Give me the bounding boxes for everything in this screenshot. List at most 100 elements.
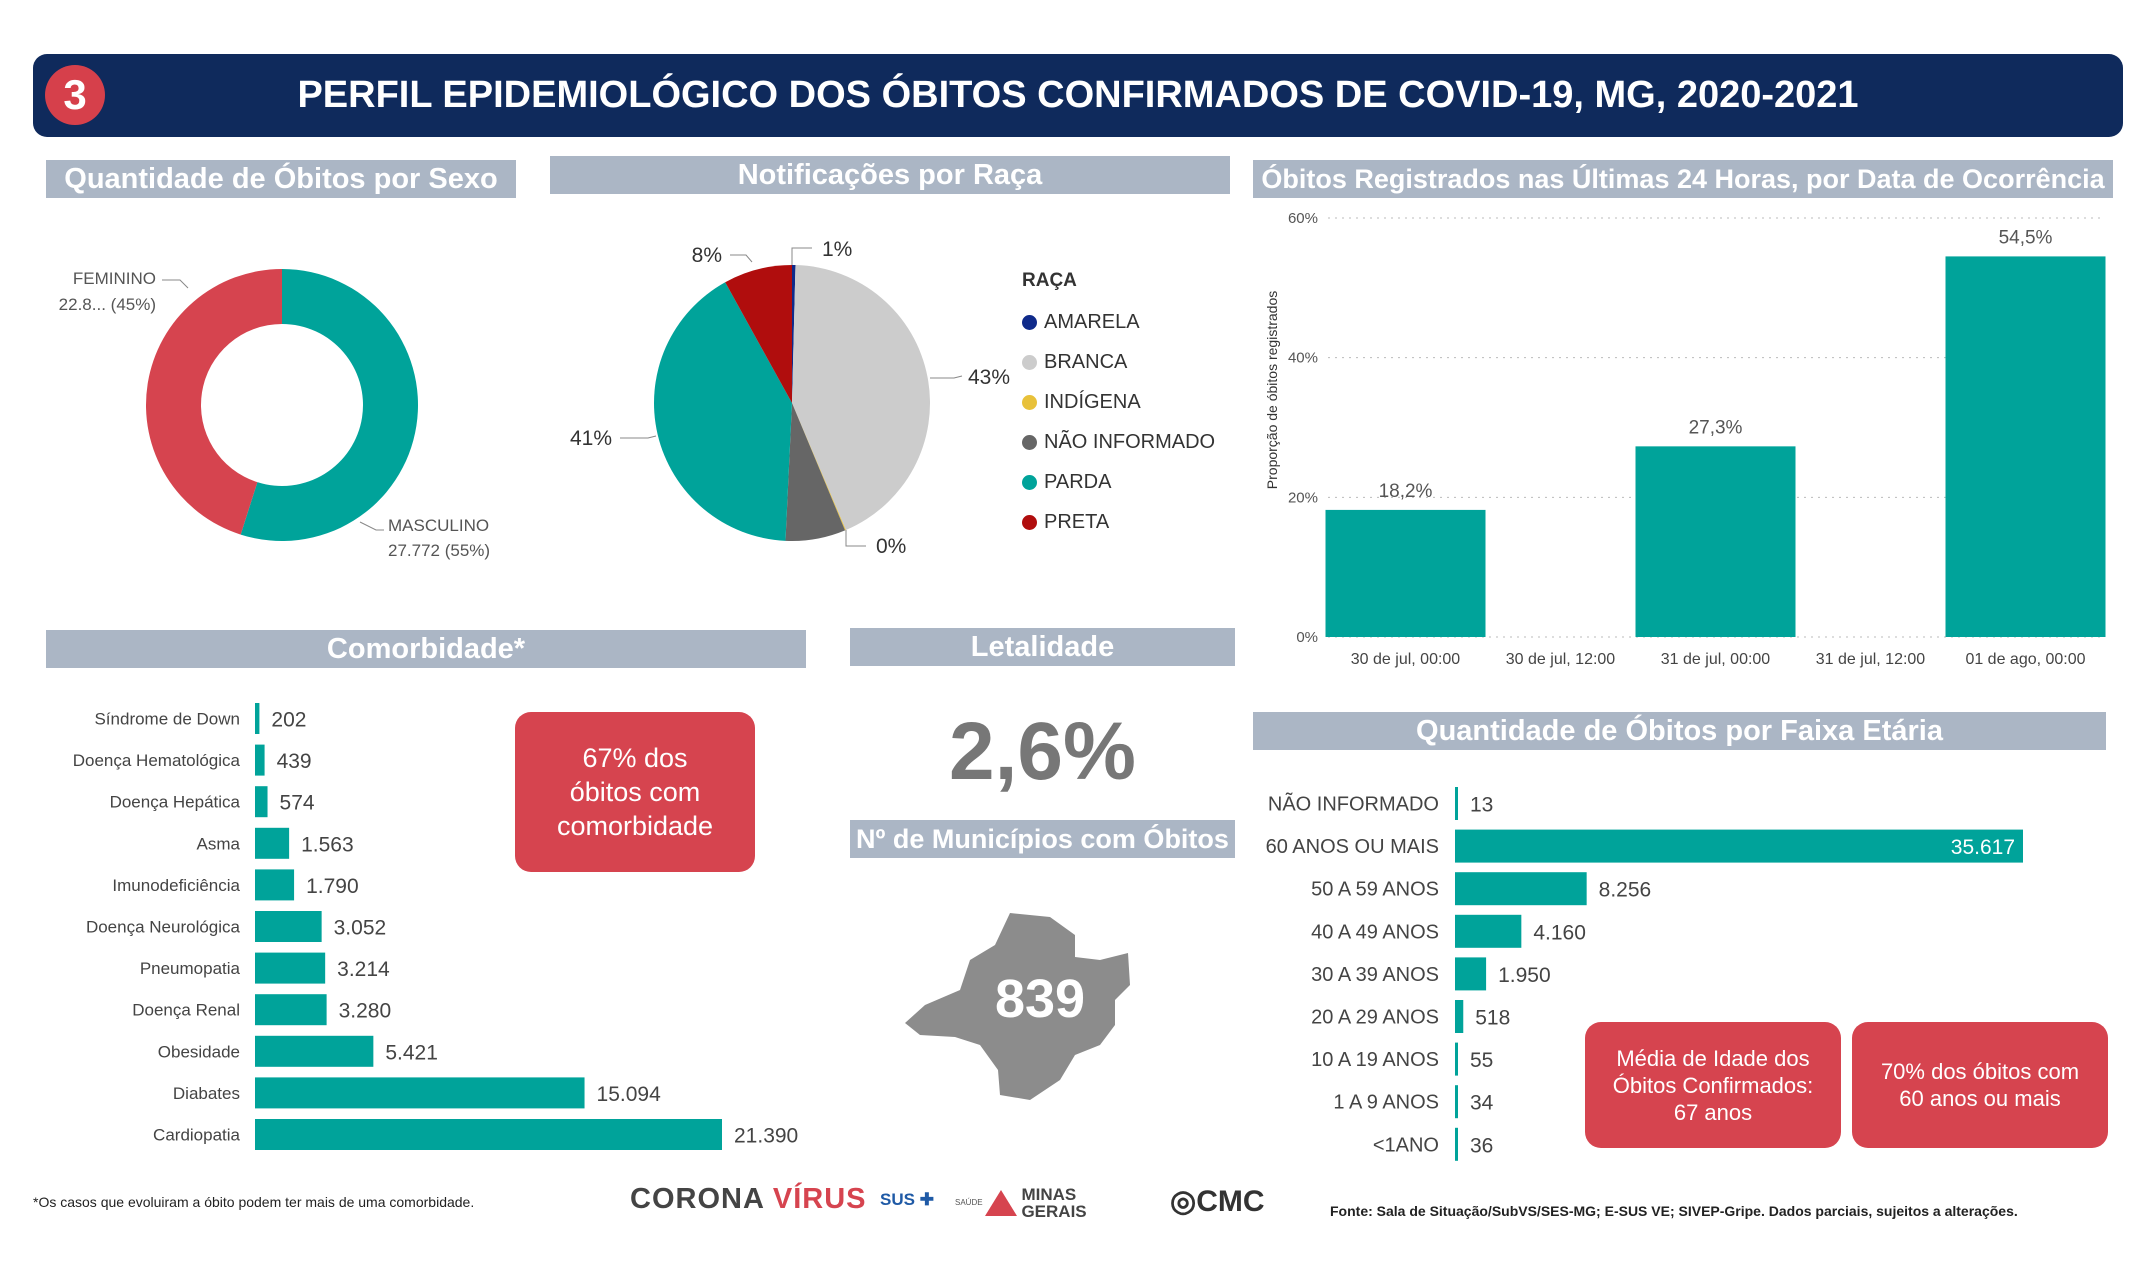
media-idade-line: Óbitos Confirmados: bbox=[1612, 1072, 1814, 1098]
comorbidade-category-label: Doença Hematológica bbox=[73, 751, 241, 770]
faixa-category-label: 10 A 19 ANOS bbox=[1311, 1049, 1439, 1071]
comorbidade-value-label: 574 bbox=[280, 792, 315, 815]
comorbidade-category-label: Doença Renal bbox=[132, 1001, 240, 1020]
faixa-category-label: 1 A 9 ANOS bbox=[1333, 1092, 1439, 1114]
logo-text: VÍRUS bbox=[772, 1183, 867, 1215]
raca-slice-3 bbox=[785, 403, 846, 541]
legend-label: PRETA bbox=[1044, 510, 1110, 533]
faixa-bar bbox=[1455, 914, 1522, 948]
coronavirus-logo: CORONA VÍRUS bbox=[630, 1183, 867, 1216]
comorbidade-value-label: 5.421 bbox=[385, 1041, 438, 1064]
legend-item-indigena: INDÍGENA bbox=[1022, 382, 1215, 422]
faixa-bar bbox=[1455, 872, 1587, 906]
comorbidade-box-line: 67% dos bbox=[582, 743, 688, 773]
raca-pie-chart: 1% 8% 43% 41% 0% bbox=[570, 238, 1010, 558]
source-text: Fonte: Sala de Situação/SubVS/SES-MG; E-… bbox=[1330, 1203, 2018, 1219]
media-idade-line: 67 anos bbox=[1673, 1099, 1753, 1125]
faixa-bar-chart: NÃO INFORMADO 13 60 ANOS OU MAIS 35.617 50 A… bbox=[1266, 787, 2023, 1161]
logo-text: CORONA bbox=[630, 1183, 764, 1215]
raca-label-indigena: 0% bbox=[876, 535, 906, 558]
sexo-value-masculino: 27.772 (55%) bbox=[388, 541, 490, 560]
raca-label-preta: 8% bbox=[692, 244, 722, 267]
title-comorbidade: Comorbidade* bbox=[46, 630, 806, 668]
raca-leader-amarela bbox=[791, 247, 812, 265]
raca-label-amarela: 1% bbox=[822, 238, 852, 261]
comorbidade-value-label: 3.052 bbox=[334, 917, 387, 940]
sessenta-anos-box: 70% dos óbitos com 60 anos ou mais bbox=[1852, 1022, 2108, 1148]
municipios-value: 839 bbox=[995, 969, 1085, 1029]
ultimas24-x-tick: 30 de jul, 12:00 bbox=[1506, 651, 1616, 668]
comorbidade-value-label: 15.094 bbox=[597, 1083, 662, 1106]
logo-text: CMC bbox=[1196, 1185, 1265, 1218]
faixa-value-label: 34 bbox=[1470, 1092, 1494, 1115]
raca-leader-preta bbox=[730, 254, 753, 263]
comorbidade-bar bbox=[255, 1077, 585, 1109]
footnote: *Os casos que evoluiram a óbito podem te… bbox=[33, 1194, 475, 1210]
sessenta-anos-line: 60 anos ou mais bbox=[1899, 1086, 2061, 1111]
comorbidade-category-label: Diabates bbox=[173, 1084, 240, 1103]
faixa-value-label: 8.256 bbox=[1599, 879, 1652, 902]
faixa-bar bbox=[1455, 1127, 1458, 1161]
ultimas24-bar bbox=[1325, 509, 1486, 637]
faixa-value-label: 36 bbox=[1470, 1134, 1493, 1157]
comorbidade-bar bbox=[255, 786, 268, 818]
minas-triangle-icon bbox=[985, 1190, 1017, 1216]
legend-label: PARDA bbox=[1044, 470, 1112, 493]
legend-item-parda: PARDA bbox=[1022, 462, 1215, 502]
ultimas24-y-tick: 40% bbox=[1288, 350, 1318, 367]
comorbidade-category-label: Síndrome de Down bbox=[94, 710, 240, 729]
comorbidade-category-label: Pneumopatia bbox=[140, 959, 241, 978]
raca-leader-parda bbox=[620, 435, 657, 439]
comorbidade-category-label: Cardiopatia bbox=[153, 1126, 240, 1145]
minas-gerais-map-icon: 839 bbox=[905, 913, 1130, 1100]
sexo-label-feminino: FEMININO bbox=[73, 269, 156, 288]
ultimas24-bar bbox=[1945, 256, 2106, 637]
raca-slice-2 bbox=[792, 403, 846, 531]
faixa-bar bbox=[1455, 1042, 1458, 1076]
ultimas24-column-chart: Proporção de óbitos registrados 0% 20% 40%… bbox=[1264, 210, 2106, 668]
title-ultimas24: Óbitos Registrados nas Últimas 24 Horas,… bbox=[1253, 160, 2113, 198]
legend-dot-icon bbox=[1022, 434, 1037, 450]
comorbidade-bar bbox=[255, 1035, 374, 1067]
comorbidade-category-label: Doença Neurológica bbox=[86, 918, 241, 937]
comorbidade-value-label: 3.214 bbox=[337, 958, 390, 981]
comorbidade-category-label: Asma bbox=[197, 834, 241, 853]
comorbidade-category-label: Obesidade bbox=[158, 1042, 240, 1061]
legend-dot-icon bbox=[1022, 354, 1037, 370]
comorbidade-highlight-box: 67% dos óbitos com comorbidade bbox=[515, 712, 755, 872]
comorbidade-category-label: Doença Hepática bbox=[110, 793, 241, 812]
minas-gerais-logo: MINAS GERAIS bbox=[985, 1186, 1087, 1220]
faixa-bar bbox=[1455, 829, 2023, 863]
saude-label: SAÚDE bbox=[955, 1198, 983, 1207]
ultimas24-bar bbox=[1635, 446, 1796, 637]
sus-logo: SUS ✚ bbox=[880, 1190, 934, 1210]
faixa-value-label: 518 bbox=[1475, 1007, 1510, 1030]
section-number-badge: 3 bbox=[45, 65, 105, 125]
faixa-category-label: NÃO INFORMADO bbox=[1268, 792, 1439, 816]
ultimas24-data-label: 27,3% bbox=[1689, 417, 1743, 438]
faixa-category-label: 40 A 49 ANOS bbox=[1311, 921, 1439, 943]
comorbidade-bar bbox=[255, 869, 295, 901]
legend-label: NÃO INFORMADO bbox=[1044, 430, 1216, 453]
comorbidade-category-label: Imunodeficiência bbox=[112, 876, 240, 895]
faixa-category-label: 50 A 59 ANOS bbox=[1311, 879, 1439, 901]
legend-item-nao-informado: NÃO INFORMADO bbox=[1022, 422, 1215, 462]
legend-label: AMARELA bbox=[1044, 310, 1140, 333]
comorbidade-box-line: óbitos com bbox=[569, 777, 701, 807]
sexo-value-feminino: 22.8... (45%) bbox=[59, 295, 156, 314]
legend-item-amarela: AMARELA bbox=[1022, 302, 1215, 342]
cmc-logo: ◎CMC bbox=[1170, 1184, 1265, 1219]
comorbidade-box-line: comorbidade bbox=[556, 811, 714, 841]
ultimas24-y-tick: 60% bbox=[1288, 210, 1318, 227]
comorbidade-bar bbox=[255, 911, 322, 942]
raca-slice-5 bbox=[725, 265, 792, 403]
raca-legend-title: RAÇA bbox=[1022, 270, 1077, 291]
comorbidade-value-label: 202 bbox=[271, 709, 306, 732]
comorbidade-value-label: 21.390 bbox=[734, 1125, 798, 1148]
raca-legend: RAÇA AMARELA BRANCA INDÍGENA NÃO INFORMA… bbox=[1022, 270, 1215, 542]
faixa-category-label: 20 A 29 ANOS bbox=[1311, 1007, 1439, 1029]
ultimas24-x-tick: 30 de jul, 00:00 bbox=[1351, 651, 1461, 668]
raca-leader-indigena bbox=[845, 530, 866, 547]
ultimas24-data-label: 18,2% bbox=[1379, 481, 1433, 502]
sexo-leader-masculino bbox=[359, 521, 384, 531]
